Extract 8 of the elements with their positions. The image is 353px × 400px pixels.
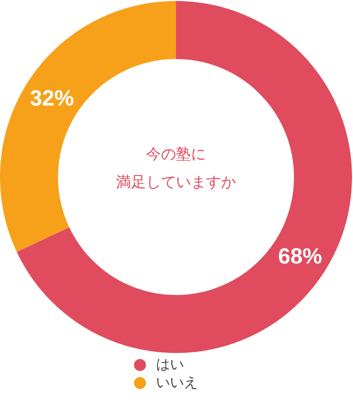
data-label: 32% xyxy=(30,86,74,111)
donut-slice xyxy=(0,1,176,252)
donut-slice xyxy=(16,1,352,353)
text: 満足していますか xyxy=(116,173,236,191)
data-label: 68% xyxy=(278,243,322,268)
legend-label: はい xyxy=(156,357,184,373)
legend-label: いいえ xyxy=(156,375,198,391)
text: 今の塾に xyxy=(146,145,206,163)
